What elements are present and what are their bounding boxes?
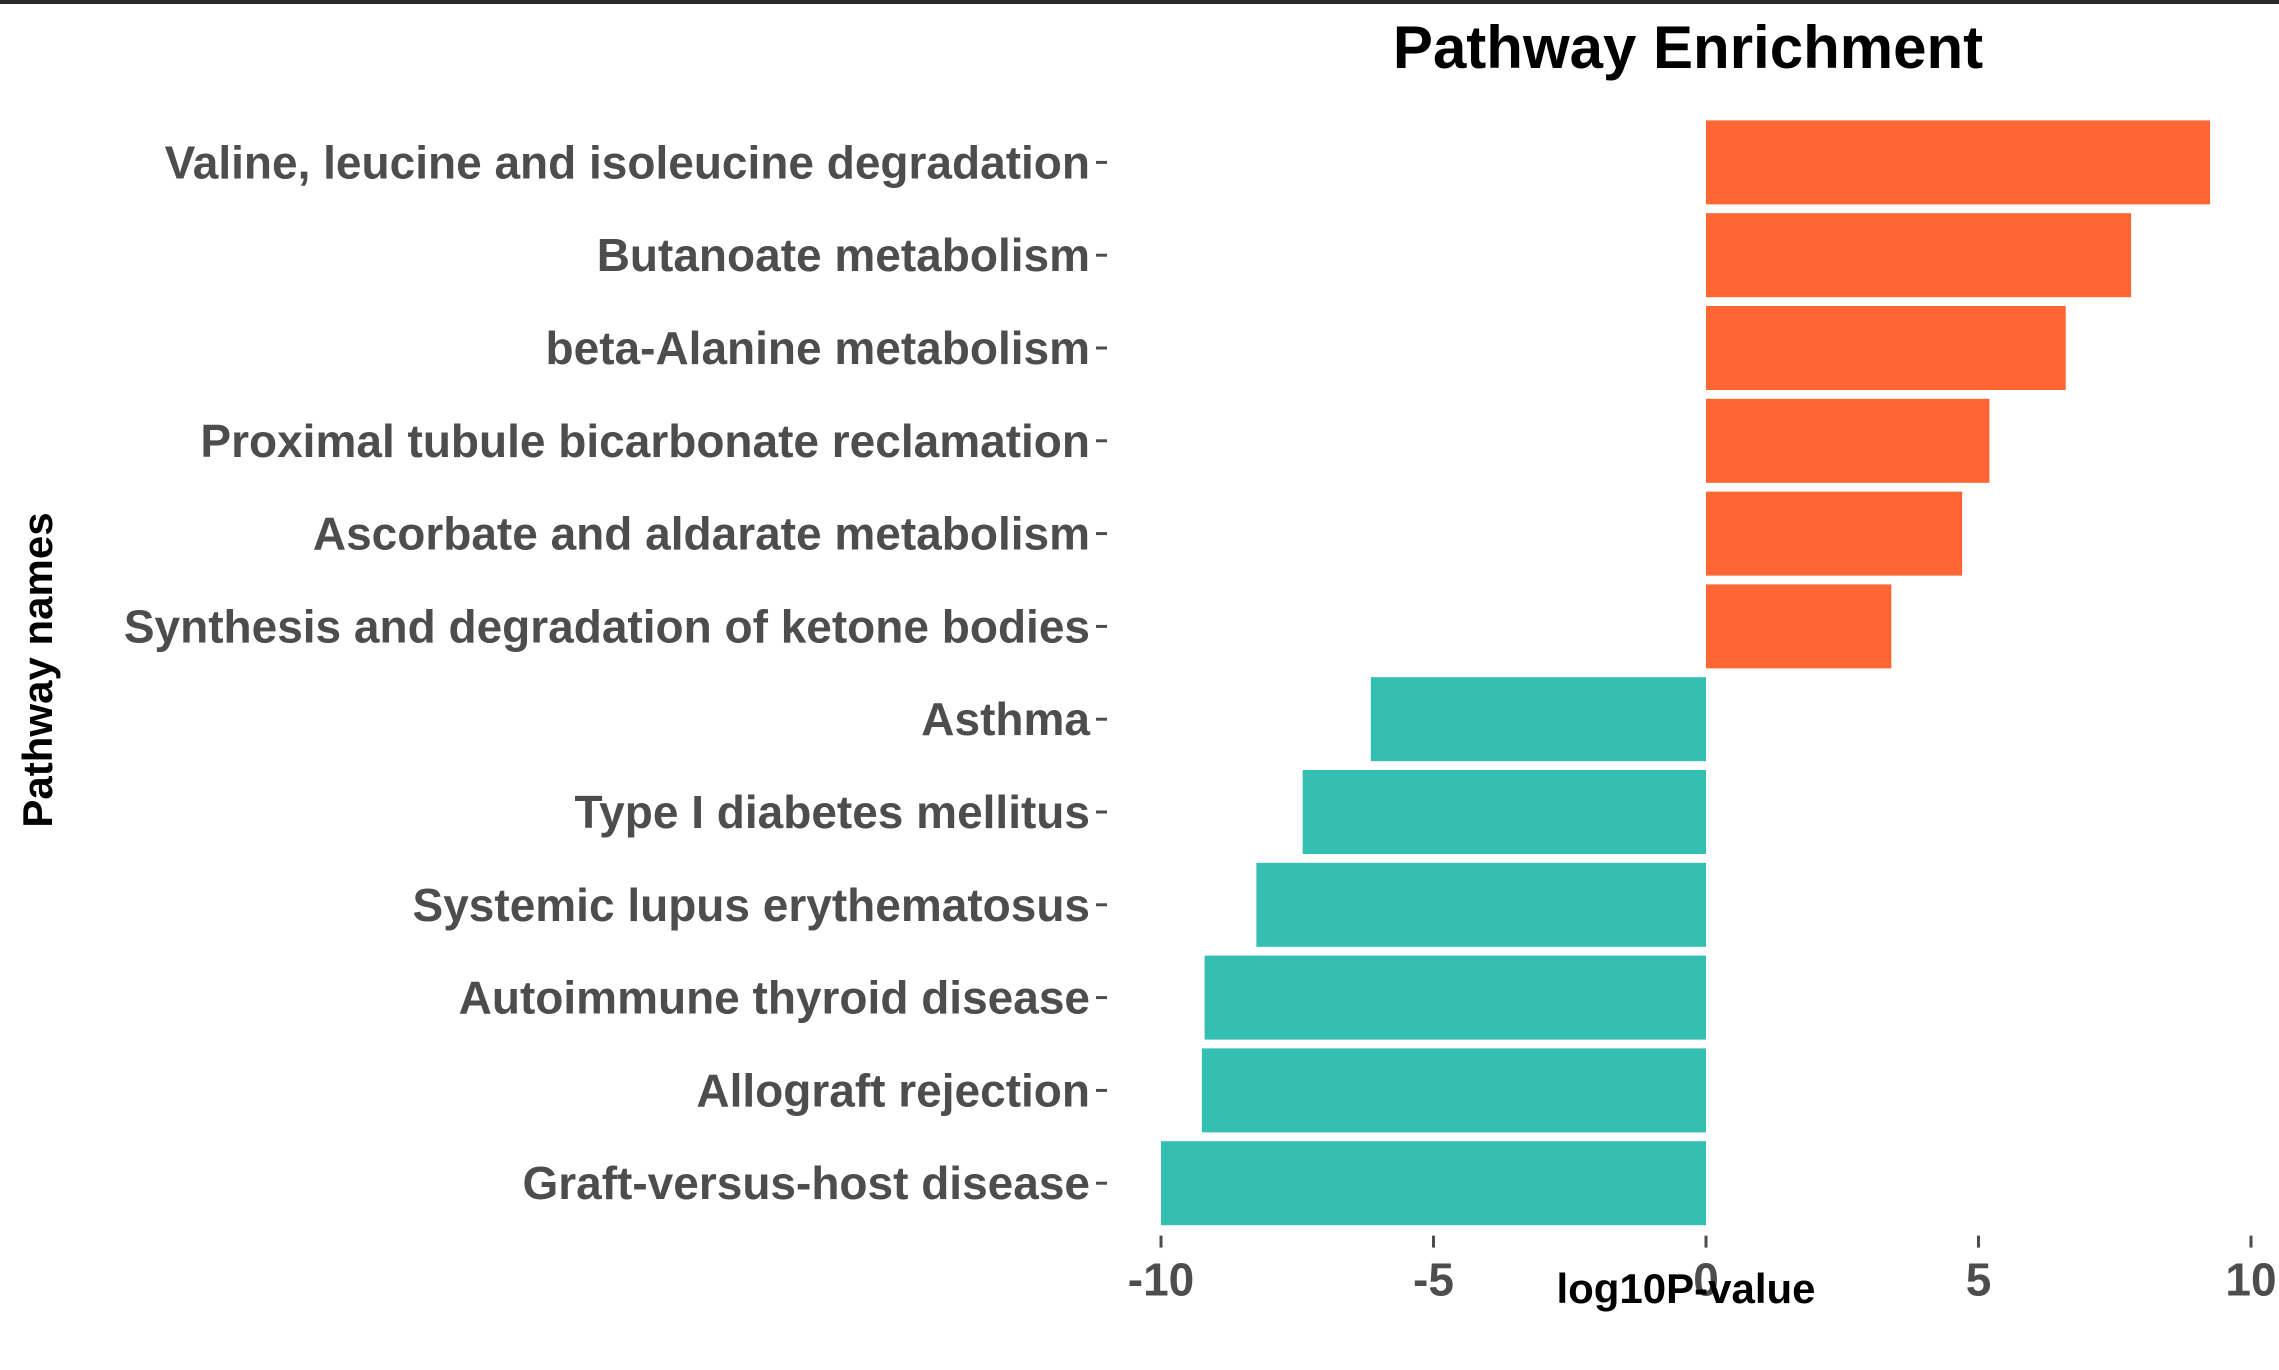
bar-butanoate-metabolism	[1706, 213, 2132, 298]
bars-group	[1161, 120, 2211, 1226]
bar-autoimmune-thyroid-disease	[1204, 955, 1706, 1040]
bar-ascorbate-and-aldarate-metabolism	[1706, 491, 1963, 576]
category-label-type-i-diabetes-mellitus: Type I diabetes mellitus	[574, 786, 1090, 838]
bar-allograft-rejection	[1201, 1048, 1706, 1133]
bar-valine-leucine-and-isoleucine-degradation	[1706, 120, 2211, 205]
category-label-butanoate-metabolism: Butanoate metabolism	[597, 229, 1090, 281]
bar-synthesis-and-degradation-of-ketone-bodies	[1706, 584, 1892, 669]
category-label-graft-versus-host-disease: Graft-versus-host disease	[522, 1157, 1090, 1209]
bar-proximal-tubule-bicarbonate-reclamation	[1706, 398, 1990, 483]
category-label-beta-alanine-metabolism: beta-Alanine metabolism	[546, 322, 1090, 374]
category-label-systemic-lupus-erythematosus: Systemic lupus erythematosus	[413, 879, 1090, 931]
bar-beta-alanine-metabolism	[1706, 306, 2066, 390]
x-tick-label: -5	[1413, 1254, 1454, 1306]
top-border-line	[0, 0, 2279, 4]
x-axis-title: log10P-value	[1556, 1265, 1815, 1312]
x-tick-label: 10	[2225, 1254, 2276, 1306]
category-label-proximal-tubule-bicarbonate-reclamation: Proximal tubule bicarbonate reclamation	[200, 415, 1090, 467]
category-label-valine-leucine-and-isoleucine-degradation: Valine, leucine and isoleucine degradati…	[165, 136, 1090, 188]
category-label-asthma: Asthma	[921, 693, 1090, 745]
y-axis-title: Pathway names	[14, 512, 61, 827]
x-tick-label: -10	[1128, 1254, 1194, 1306]
bar-systemic-lupus-erythematosus	[1256, 862, 1706, 947]
category-label-autoimmune-thyroid-disease: Autoimmune thyroid disease	[459, 972, 1090, 1024]
x-axis-ticks: -10 -5 0 5 10	[1128, 1235, 2277, 1306]
x-tick-label: 0	[1693, 1254, 1719, 1306]
chart-title: Pathway Enrichment	[1393, 14, 1983, 81]
category-label-synthesis-and-degradation-of-ketone-bodies: Synthesis and degradation of ketone bodi…	[124, 600, 1090, 652]
bar-asthma	[1370, 677, 1706, 762]
category-label-allograft-rejection: Allograft rejection	[696, 1064, 1090, 1116]
category-labels: Valine, leucine and isoleucine degradati…	[124, 136, 1107, 1209]
bar-type-i-diabetes-mellitus	[1302, 770, 1706, 854]
category-label-ascorbate-and-aldarate-metabolism: Ascorbate and aldarate metabolism	[313, 508, 1090, 560]
bar-graft-versus-host-disease	[1161, 1141, 1706, 1226]
x-tick-label: 5	[1966, 1254, 1992, 1306]
